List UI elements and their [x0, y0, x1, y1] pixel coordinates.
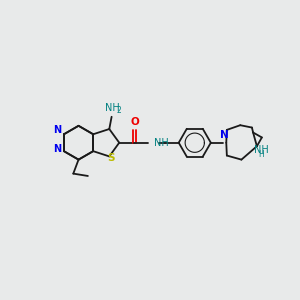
Text: NH: NH — [105, 103, 120, 113]
Text: O: O — [130, 117, 139, 127]
Text: 2: 2 — [117, 106, 122, 115]
Text: N: N — [53, 125, 62, 135]
Text: S: S — [107, 153, 115, 163]
Text: H: H — [259, 150, 264, 159]
Text: NH: NH — [154, 138, 169, 148]
Text: NH: NH — [254, 145, 268, 154]
Text: N: N — [53, 144, 62, 154]
Text: N: N — [220, 130, 229, 140]
